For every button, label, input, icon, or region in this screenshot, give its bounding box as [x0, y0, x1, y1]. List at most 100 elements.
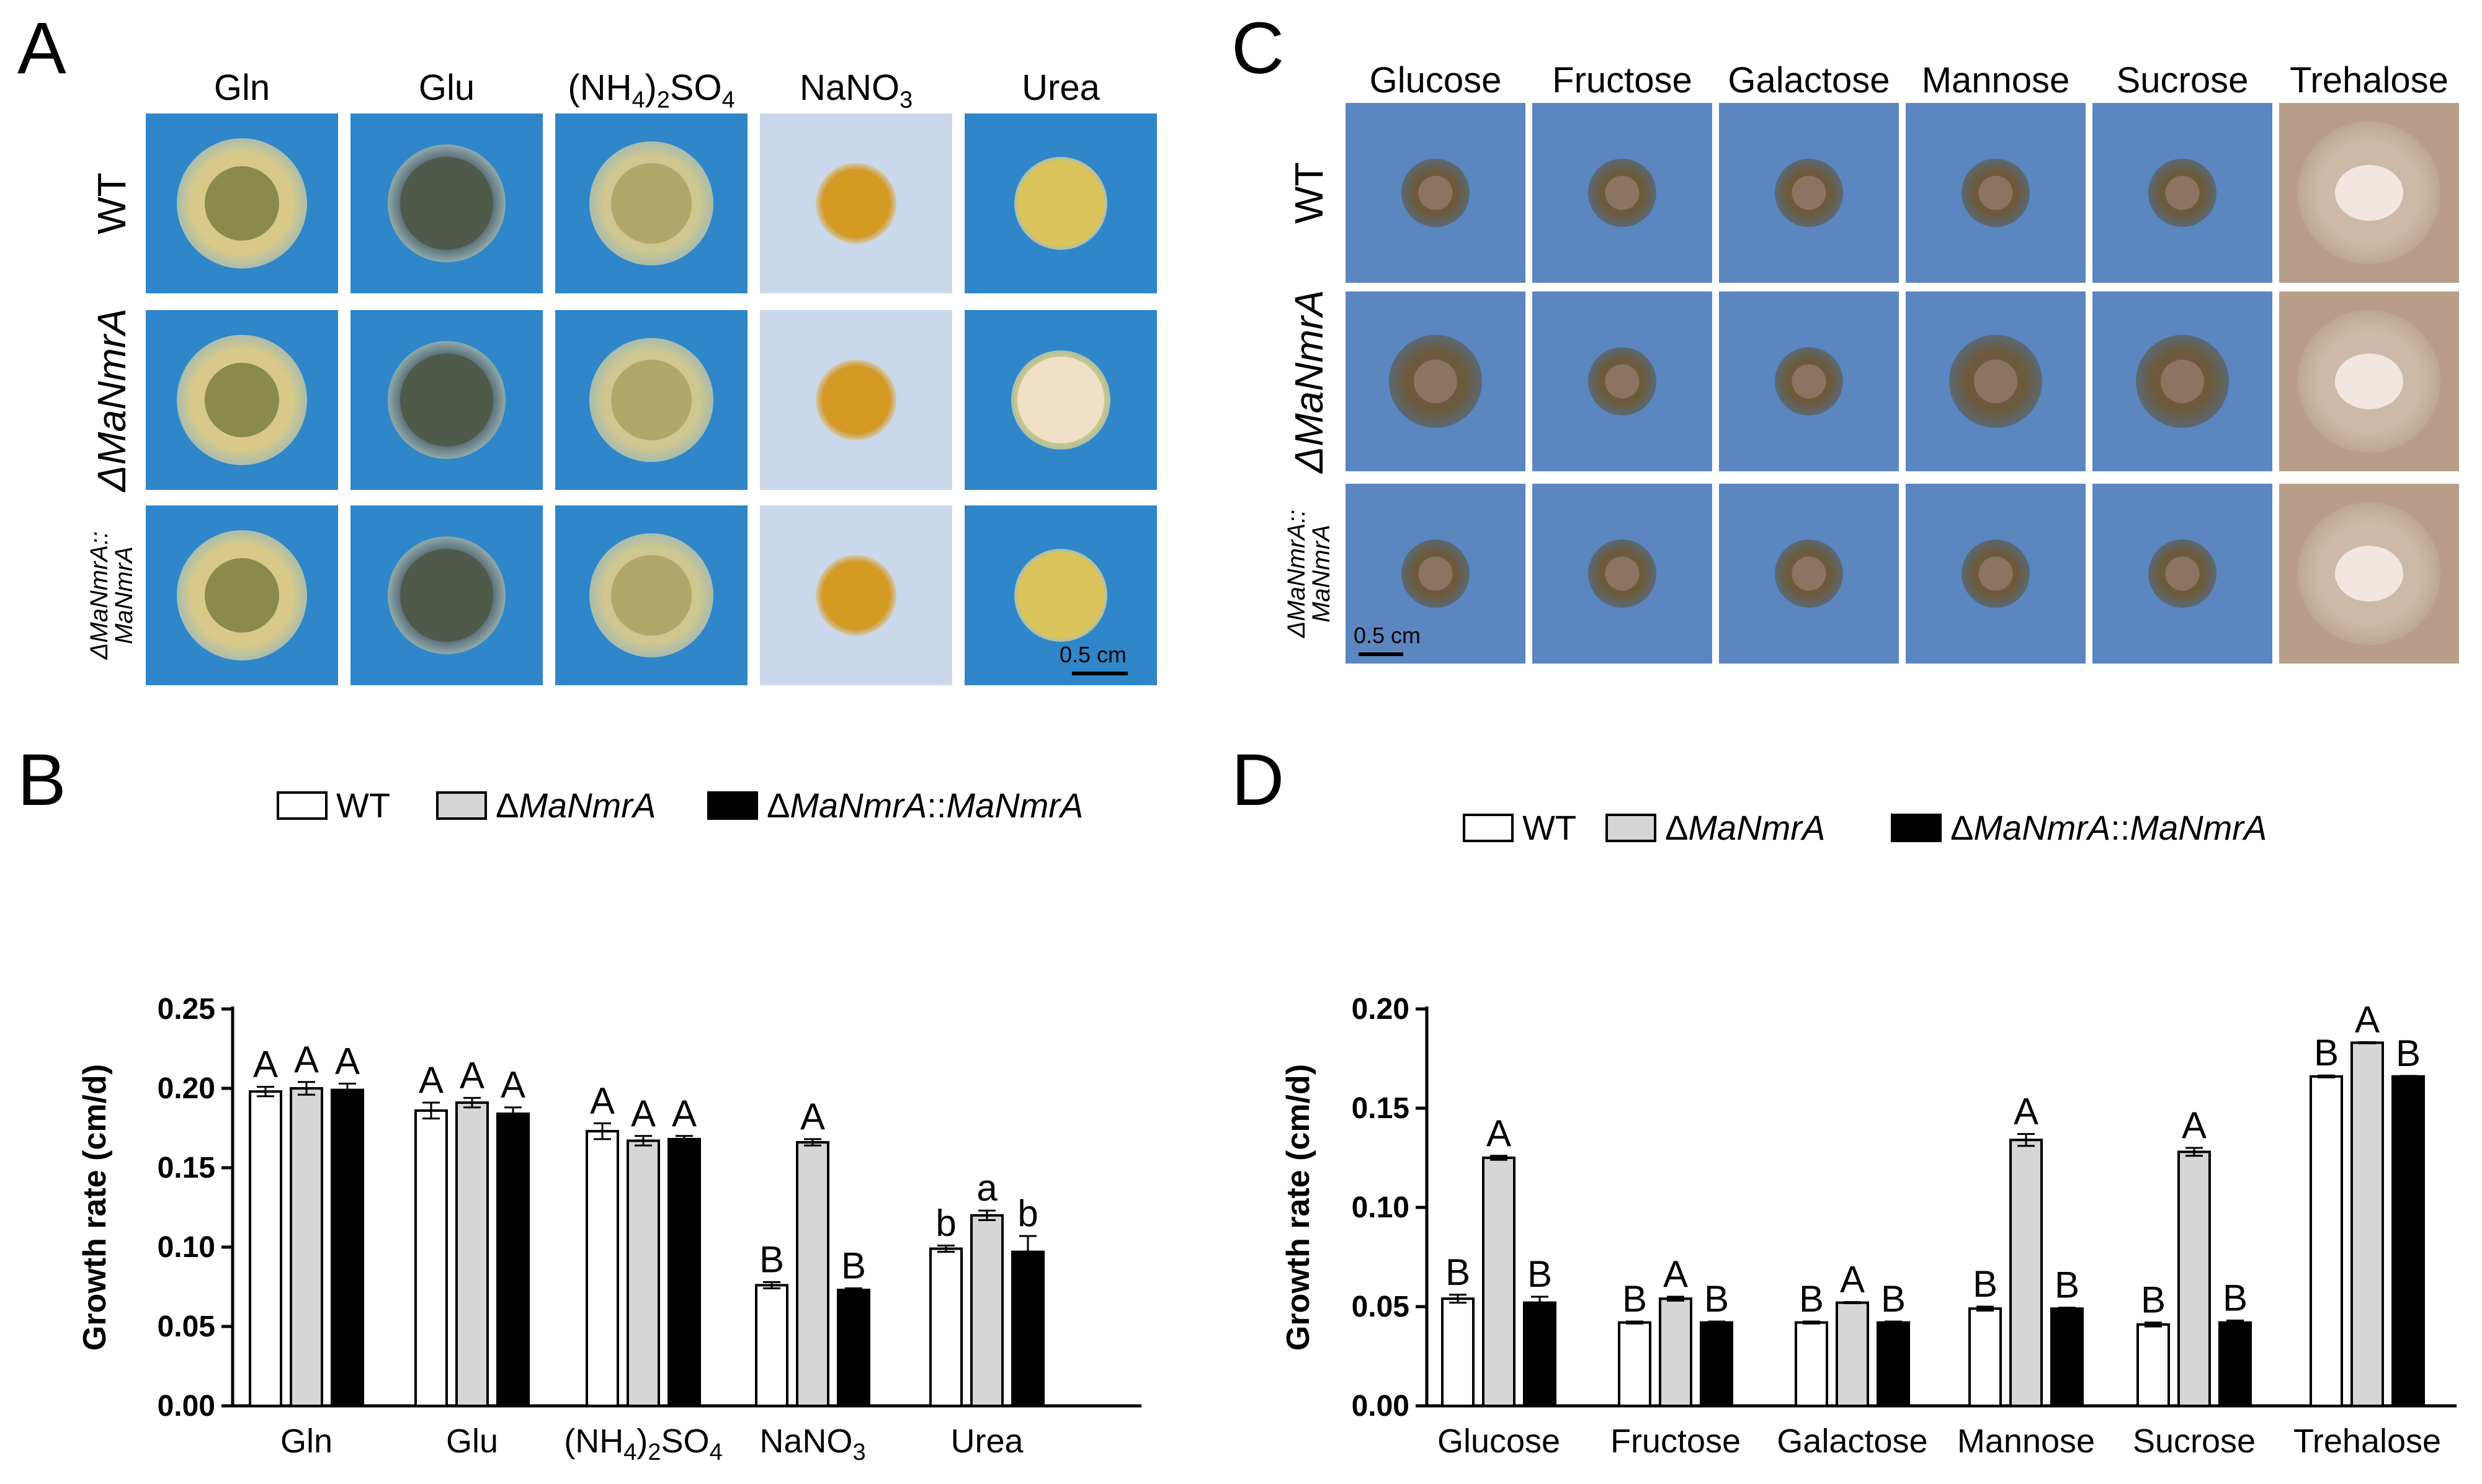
panel-a-row-label-line2: MaNmrA: [110, 546, 138, 644]
colony-plate-photo: [555, 113, 748, 293]
significance-letter: B: [2055, 1264, 2079, 1306]
legend-label: WT: [1522, 808, 1576, 847]
colony-core: [2165, 176, 2200, 210]
panel-c-row-label-line1: ΔMaNmrA::: [1283, 509, 1310, 638]
colony-core: [1605, 556, 1640, 591]
significance-letter: A: [253, 1043, 278, 1085]
colony-core: [1978, 176, 2013, 210]
y-axis-title: Growth rate (cm/d): [1280, 1064, 1316, 1351]
colony-plate-photo: [2092, 484, 2272, 664]
colony-core: [822, 366, 890, 434]
significance-letter: a: [976, 1167, 998, 1209]
bar: [1523, 1301, 1556, 1407]
panel-letter-a: A: [17, 7, 66, 89]
colony-plate-photo: [350, 310, 543, 490]
significance-letter: B: [841, 1245, 866, 1287]
colony-core: [1792, 176, 1826, 210]
colony-core: [2165, 556, 2200, 591]
significance-letter: A: [335, 1040, 360, 1082]
colony-plate-photo: [965, 505, 1157, 685]
panel-letter-b: B: [17, 739, 66, 821]
significance-letter: B: [1973, 1263, 1998, 1305]
colony-plate-photo: [1719, 103, 1899, 283]
x-category-label: Fructose: [1610, 1423, 1741, 1460]
panel-b-bar-chart: 0.00 0.05 0.10 0.15 0.20 0.25 Growth rate (cm/…: [77, 786, 1141, 1465]
colony-plate-photo: [1906, 103, 2086, 283]
legend-label: ΔMaNmrA: [496, 786, 656, 825]
colony-plate-photo: [1532, 484, 1712, 664]
x-category-label: Gln: [280, 1423, 333, 1460]
significance-letter: A: [1663, 1253, 1688, 1295]
colony-plate-photo: [1532, 291, 1712, 471]
colony-plate-photo: [350, 113, 543, 293]
bar: [2050, 1307, 2084, 1408]
bar: [2310, 1075, 2343, 1407]
y-tick-label: 0.15: [158, 1152, 215, 1184]
colony-plate-photo: [965, 310, 1157, 490]
bar: [667, 1137, 701, 1407]
bar: [929, 1247, 963, 1407]
significance-letter: B: [1704, 1278, 1729, 1320]
legend-swatch: [1605, 814, 1656, 842]
significance-letter: A: [2182, 1104, 2207, 1146]
bar: [1877, 1321, 1910, 1407]
colony-core: [1017, 552, 1104, 639]
panel-c-column-label: Trehalose: [2290, 60, 2449, 100]
colony-core: [822, 169, 890, 238]
colony-core: [611, 360, 692, 440]
panel-c-row-label: ΔMaNmrA:: MaNmrA: [1272, 388, 1346, 760]
significance-letter: A: [1840, 1259, 1865, 1300]
panel-c-column-label: Galactose: [1728, 60, 1890, 100]
y-tick-label: 0.20: [158, 1072, 215, 1105]
colony-plate-photo: [555, 505, 748, 685]
legend-swatch: [1463, 814, 1514, 842]
colony-core: [2161, 360, 2204, 403]
y-axis-title: Growth rate (cm/d): [77, 1064, 113, 1351]
bar: [496, 1112, 530, 1408]
colony-plate-photo: [2279, 291, 2459, 471]
bar: [1700, 1321, 1733, 1407]
bar: [1836, 1301, 1869, 1407]
colony-core: [611, 555, 692, 636]
legend-label: ΔMaNmrA: [1665, 808, 1825, 847]
y-tick-label: 0.00: [158, 1390, 215, 1423]
colony-core: [1792, 556, 1826, 591]
colony-plate-photo: [1346, 484, 1525, 664]
y-tick-label: 0.20: [1352, 993, 1409, 1026]
colony-core: [1017, 160, 1104, 247]
colony-core: [205, 363, 279, 437]
colony-core: [400, 157, 493, 250]
panel-c-colony-grid: Glucose Fructose Galactose Mannose Sucrose Tr…: [1216, 0, 2482, 695]
significance-letter: B: [1445, 1251, 1470, 1293]
panel-a-column-label: Urea: [1022, 68, 1100, 108]
legend-swatch: [277, 791, 328, 820]
colony-plate-photo: [760, 505, 952, 685]
panel-c-column-label: Glucose: [1369, 60, 1502, 100]
panel-c-row-label-line2: MaNmrA: [1308, 525, 1335, 623]
legend-label: ΔMaNmrA::MaNmrA: [767, 786, 1083, 825]
panel-a-column-label: Gln: [213, 68, 270, 108]
bar: [290, 1087, 323, 1407]
colony-core: [1978, 556, 2013, 591]
significance-letter: A: [590, 1080, 615, 1121]
panel-a-row-label-line1: ΔMaNmrA::: [86, 531, 113, 660]
legend-label: WT: [336, 786, 390, 825]
significance-letter: B: [1622, 1278, 1647, 1320]
bar: [1659, 1297, 1692, 1408]
colony-plate-photo: [555, 310, 748, 490]
colony-plate-photo: [2279, 484, 2459, 664]
significance-letter: B: [759, 1238, 784, 1280]
panel-a-colony-grid: Gln Glu (NH4)2SO4 NaNO3 Urea WT ΔMaNmrA ΔMaNmrA…: [0, 0, 1179, 695]
colony-plate-photo: [146, 113, 338, 293]
bar: [455, 1101, 489, 1407]
scale-bar: [1072, 672, 1128, 675]
colony-core: [205, 558, 279, 633]
colony-core: [2335, 546, 2403, 602]
scale-bar-label: 0.5 cm: [1060, 642, 1127, 667]
bar: [414, 1109, 448, 1408]
significance-letter: A: [501, 1064, 525, 1106]
significance-letter: B: [1881, 1278, 1906, 1320]
bar: [249, 1090, 282, 1407]
colony-core: [400, 549, 493, 642]
